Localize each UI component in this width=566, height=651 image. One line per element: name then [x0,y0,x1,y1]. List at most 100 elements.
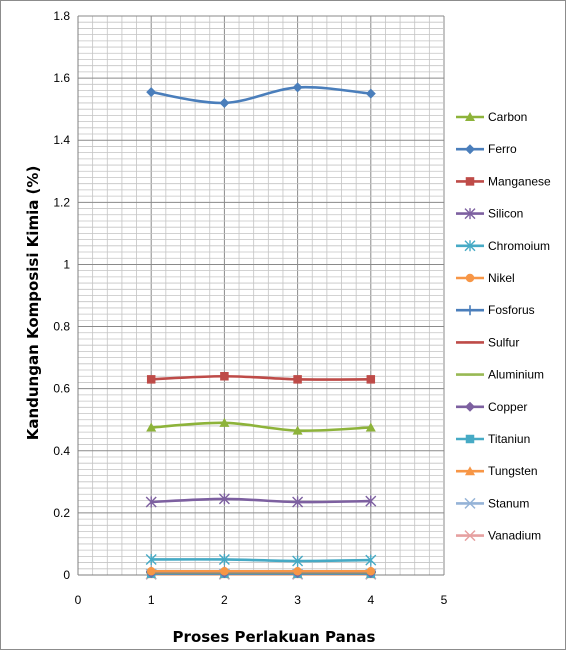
x-tick-label: 4 [367,593,374,607]
legend-item-copper: Copper [456,400,527,414]
data-point-marker [465,305,475,316]
x-tick-label: 1 [148,593,155,607]
data-point-marker [218,493,230,505]
legend-label: Chromoium [488,239,550,253]
series-chromoium [145,553,377,567]
series-ferro [146,82,376,108]
y-tick-label: 0.2 [53,506,70,520]
y-tick-label: 0.4 [53,444,70,458]
data-point-marker [465,401,475,412]
legend-item-sulfur: Sulfur [456,335,519,349]
legend-item-stanum: Stanum [456,496,529,510]
y-tick-label: 1.2 [53,195,70,209]
x-axis-title: Proses Perlakuan Panas [173,628,376,646]
legend-label: Titaniun [488,432,530,446]
legend-item-aluminium: Aluminium [456,368,544,382]
data-point-marker [465,434,475,444]
x-tick-label: 0 [75,593,82,607]
data-point-marker [293,375,302,384]
legend-item-nikel: Nikel [456,271,515,285]
x-tick-label: 5 [441,593,448,607]
data-point-marker [146,422,157,432]
y-tick-label: 1 [63,257,70,271]
data-point-marker [465,144,475,155]
data-point-marker [465,177,475,186]
legend: Carbon Ferro Manganese Silicon Chromoium Nike… [456,110,551,543]
data-point-marker [146,567,156,576]
legend-label: Ferro [488,142,517,156]
series-nikel [146,567,376,576]
data-point-marker [292,425,303,435]
y-tick-label: 0.8 [53,320,70,334]
legend-item-carbon: Carbon [456,110,527,124]
data-point-marker [366,375,376,384]
y-tick-label: 0 [63,568,70,582]
data-point-marker [219,417,230,427]
data-point-marker [292,555,304,567]
grid [77,15,445,576]
data-point-marker [146,87,157,98]
data-point-marker [365,422,376,432]
data-point-marker [220,567,229,576]
data-point-marker [464,208,476,220]
data-point-marker [365,495,377,507]
data-point-marker [464,497,476,509]
series-line [151,85,371,105]
data-point-marker [464,530,476,542]
legend-item-titaniun: Titaniun [456,432,530,446]
legend-item-vanadium: Vanadium [456,529,541,543]
x-tick-label: 3 [294,593,301,607]
series-line [151,558,371,563]
legend-label: Aluminium [488,368,544,382]
data-point-marker [293,567,302,576]
series-line [151,374,371,381]
y-tick-label: 1.8 [53,9,70,23]
legend-label: Carbon [488,110,527,124]
y-tick-labels: 0 0.2 0.4 0.6 0.8 1 1.2 1.4 1.6 1.8 [53,9,70,582]
data-point-marker [465,112,475,121]
series-carbon [146,417,376,435]
y-tick-label: 0.6 [53,382,70,396]
legend-item-tungsten: Tungsten [456,464,538,478]
data-point-marker [218,553,230,565]
y-tick-label: 1.4 [53,133,70,147]
legend-label: Sulfur [488,335,519,349]
legend-label: Stanum [488,496,529,510]
legend-label: Manganese [488,174,551,188]
y-tick-label: 1.6 [53,71,70,85]
data-point-marker [219,97,230,108]
y-axis-title: Kandungan Komposisi Kimia (%) [24,166,42,441]
legend-item-fosforus: Fosforus [456,303,535,317]
legend-label: Tungsten [488,464,538,478]
series-silicon [145,493,377,508]
series-manganese [146,371,376,384]
data-point-marker [145,553,157,565]
legend-label: Silicon [488,207,523,221]
legend-label: Vanadium [488,529,541,543]
legend-label: Copper [488,400,527,414]
series [145,82,377,580]
data-point-marker [292,82,303,93]
series-line [151,421,371,433]
data-point-marker [220,371,229,381]
legend-item-ferro: Ferro [456,142,517,156]
data-point-marker [465,273,475,283]
x-tick-label: 2 [221,593,228,607]
legend-item-silicon: Silicon [456,207,523,221]
data-point-marker [145,496,157,508]
data-point-marker [366,567,376,576]
data-point-marker [292,496,304,508]
legend-item-chromoium: Chromoium [456,239,550,253]
data-point-marker [464,240,476,252]
series-line [151,497,371,504]
data-point-marker [365,88,376,99]
legend-label: Fosforus [488,303,535,317]
legend-item-manganese: Manganese [456,174,551,188]
data-point-marker [365,554,377,566]
legend-label: Nikel [488,271,515,285]
data-point-marker [146,375,156,384]
data-point-marker [465,466,475,476]
x-tick-labels: 0 1 2 3 4 5 [75,593,448,607]
